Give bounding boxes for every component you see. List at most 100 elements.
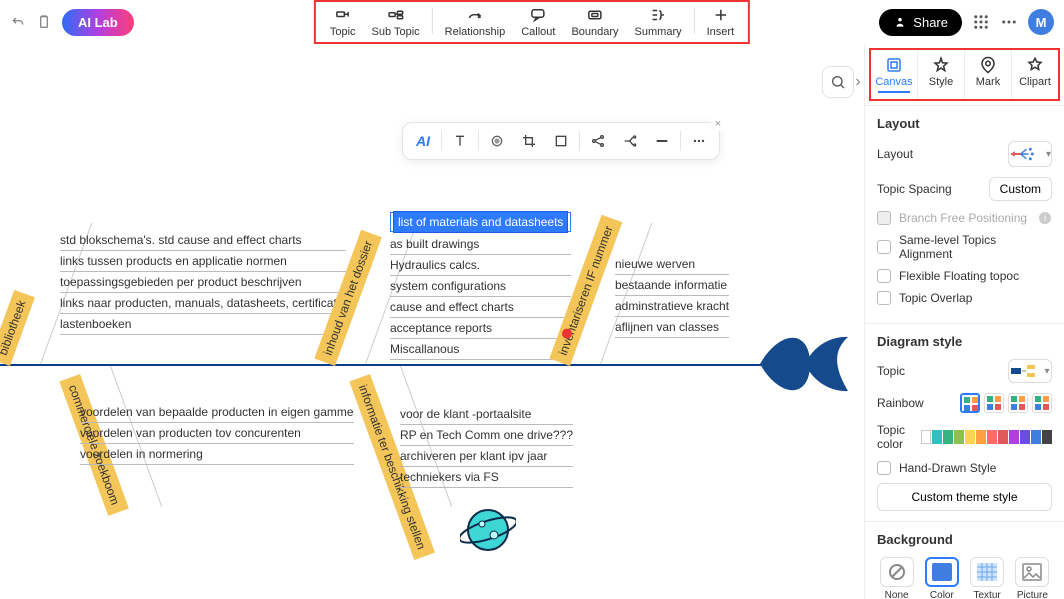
topic-node-selected[interactable]: list of materials and datasheets [393, 211, 568, 233]
color-swatches [921, 430, 1052, 444]
topic-node[interactable]: nieuwe werven [615, 254, 729, 275]
color-swatch[interactable] [1042, 430, 1052, 444]
topic-node[interactable]: std blokschema's. std cause and effect c… [60, 230, 346, 251]
diagram-style-heading: Diagram style [877, 334, 1052, 349]
topic-node[interactable]: toepassingsgebieden per product beschrij… [60, 272, 346, 293]
topic-node[interactable]: cause and effect charts [390, 297, 571, 318]
more-icon[interactable] [1000, 13, 1018, 31]
background-heading: Background [877, 532, 1052, 547]
tab-style[interactable]: Style [917, 50, 964, 99]
topic-node[interactable]: bestaande informatie [615, 275, 729, 296]
color-swatch[interactable] [954, 430, 964, 444]
topic-node[interactable]: system configurations [390, 276, 571, 297]
rainbow-option[interactable] [960, 393, 980, 413]
chk-same-level[interactable] [877, 240, 891, 254]
topic-node[interactable]: RP en Tech Comm one drive??? [400, 425, 573, 446]
layout-picker[interactable]: ▾ [1008, 141, 1052, 167]
rainbow-option[interactable] [1032, 393, 1052, 413]
color-swatch[interactable] [943, 430, 953, 444]
topic-node[interactable]: Hydraulics calcs. [390, 255, 571, 276]
tool-relationship[interactable]: Relationship [437, 4, 514, 40]
topic-node[interactable]: adminstratieve kracht [615, 296, 729, 317]
topic-group: voordelen van bepaalde producten in eige… [80, 402, 354, 465]
topic-node[interactable]: voordelen in normering [80, 444, 354, 465]
topic-node[interactable]: voor de klant -portaalsite [400, 404, 573, 425]
color-swatch[interactable] [1020, 430, 1030, 444]
topic-node[interactable]: acceptance reports [390, 318, 571, 339]
tab-canvas-label: Canvas [875, 76, 912, 88]
color-swatch[interactable] [976, 430, 986, 444]
color-swatch[interactable] [965, 430, 975, 444]
bg-none-label: None [885, 590, 909, 599]
chk-branch-free [877, 211, 891, 225]
tab-mark[interactable]: Mark [964, 50, 1011, 99]
topic-node[interactable]: links tussen products en applicatie norm… [60, 251, 346, 272]
tool-insert-label: Insert [707, 26, 735, 38]
bg-none[interactable]: None [877, 557, 916, 599]
topic-node[interactable]: as built drawings [390, 234, 571, 255]
tool-summary-label: Summary [635, 26, 682, 38]
section-layout: Layout Layout ▾ Topic Spacing Custom Bra… [865, 105, 1064, 323]
tool-separator [694, 8, 695, 34]
topic-node[interactable]: archiveren per klant ipv jaar [400, 446, 573, 467]
right-panel: Canvas Style Mark Clipart Layout Layout [864, 44, 1064, 599]
bg-texture[interactable]: Textur [968, 557, 1007, 599]
color-swatch[interactable] [1009, 430, 1019, 444]
chk-overlap[interactable] [877, 291, 891, 305]
spacing-button[interactable]: Custom [989, 177, 1052, 201]
chk-hand-drawn[interactable] [877, 461, 891, 475]
info-icon[interactable]: i [1039, 212, 1051, 224]
tool-summary[interactable]: Summary [627, 4, 690, 40]
undo-icon[interactable] [10, 14, 26, 30]
rainbow-option[interactable] [984, 393, 1004, 413]
bg-picture[interactable]: Picture [1013, 557, 1052, 599]
clipboard-icon[interactable] [36, 14, 52, 30]
topbar-right: Share M [879, 9, 1054, 36]
topic-node[interactable]: aflijnen van classes [615, 317, 729, 338]
bone-label[interactable]: bibliotheek [0, 290, 35, 366]
avatar[interactable]: M [1028, 9, 1054, 35]
color-swatch[interactable] [932, 430, 942, 444]
section-layout-heading: Layout [877, 116, 1052, 131]
panel-tabs: Canvas Style Mark Clipart [869, 48, 1060, 101]
tool-topic[interactable]: Topic [322, 4, 364, 40]
chevron-down-icon: ▾ [1044, 366, 1049, 377]
tool-subtopic[interactable]: Sub Topic [364, 4, 428, 40]
topic-style-label: Topic [877, 364, 905, 378]
topbar-left: AI Lab [10, 9, 134, 36]
tab-canvas[interactable]: Canvas [871, 50, 917, 99]
topic-node[interactable]: Miscallanous [390, 339, 571, 360]
tool-boundary[interactable]: Boundary [563, 4, 626, 40]
topic-style-picker[interactable]: ▾ [1008, 359, 1052, 383]
color-swatch[interactable] [998, 430, 1008, 444]
hand-drawn-label: Hand-Drawn Style [899, 461, 996, 475]
toolbar-center: Topic Sub Topic Relationship Callout Bou… [314, 0, 750, 44]
topic-node[interactable]: voordelen van producten tov concurenten [80, 423, 354, 444]
color-swatch[interactable] [987, 430, 997, 444]
topic-node[interactable]: techniekers via FS [400, 467, 573, 488]
rainbow-option[interactable] [1008, 393, 1028, 413]
custom-theme-button[interactable]: Custom theme style [877, 483, 1052, 511]
share-button[interactable]: Share [879, 9, 962, 36]
tool-topic-label: Topic [330, 26, 356, 38]
tab-style-label: Style [929, 76, 953, 88]
canvas[interactable]: › AI × bibliotheekstd blokschem [0, 44, 864, 599]
color-swatch[interactable] [1031, 430, 1041, 444]
topic-node[interactable]: lastenboeken [60, 314, 346, 335]
ai-lab-button[interactable]: AI Lab [62, 9, 134, 36]
bg-color[interactable]: Color [922, 557, 961, 599]
tool-callout[interactable]: Callout [513, 4, 563, 40]
tool-insert[interactable]: Insert [699, 4, 743, 40]
topic-node[interactable]: links naar producten, manuals, datasheet… [60, 293, 346, 314]
flexible-label: Flexible Floating topoc [899, 269, 1019, 283]
topic-node[interactable]: voordelen van bepaalde producten in eige… [80, 402, 354, 423]
main: › AI × bibliotheekstd blokschem [0, 44, 1064, 599]
section-background: Background None Color Textur Picture [865, 521, 1064, 599]
apps-grid-icon[interactable] [972, 13, 990, 31]
color-swatch[interactable] [921, 430, 931, 444]
overlap-label: Topic Overlap [899, 291, 972, 305]
planet-sticker[interactable] [460, 502, 516, 563]
tab-clipart[interactable]: Clipart [1011, 50, 1058, 99]
chk-flexible[interactable] [877, 269, 891, 283]
topbar: AI Lab Topic Sub Topic Relationship Call… [0, 0, 1064, 44]
